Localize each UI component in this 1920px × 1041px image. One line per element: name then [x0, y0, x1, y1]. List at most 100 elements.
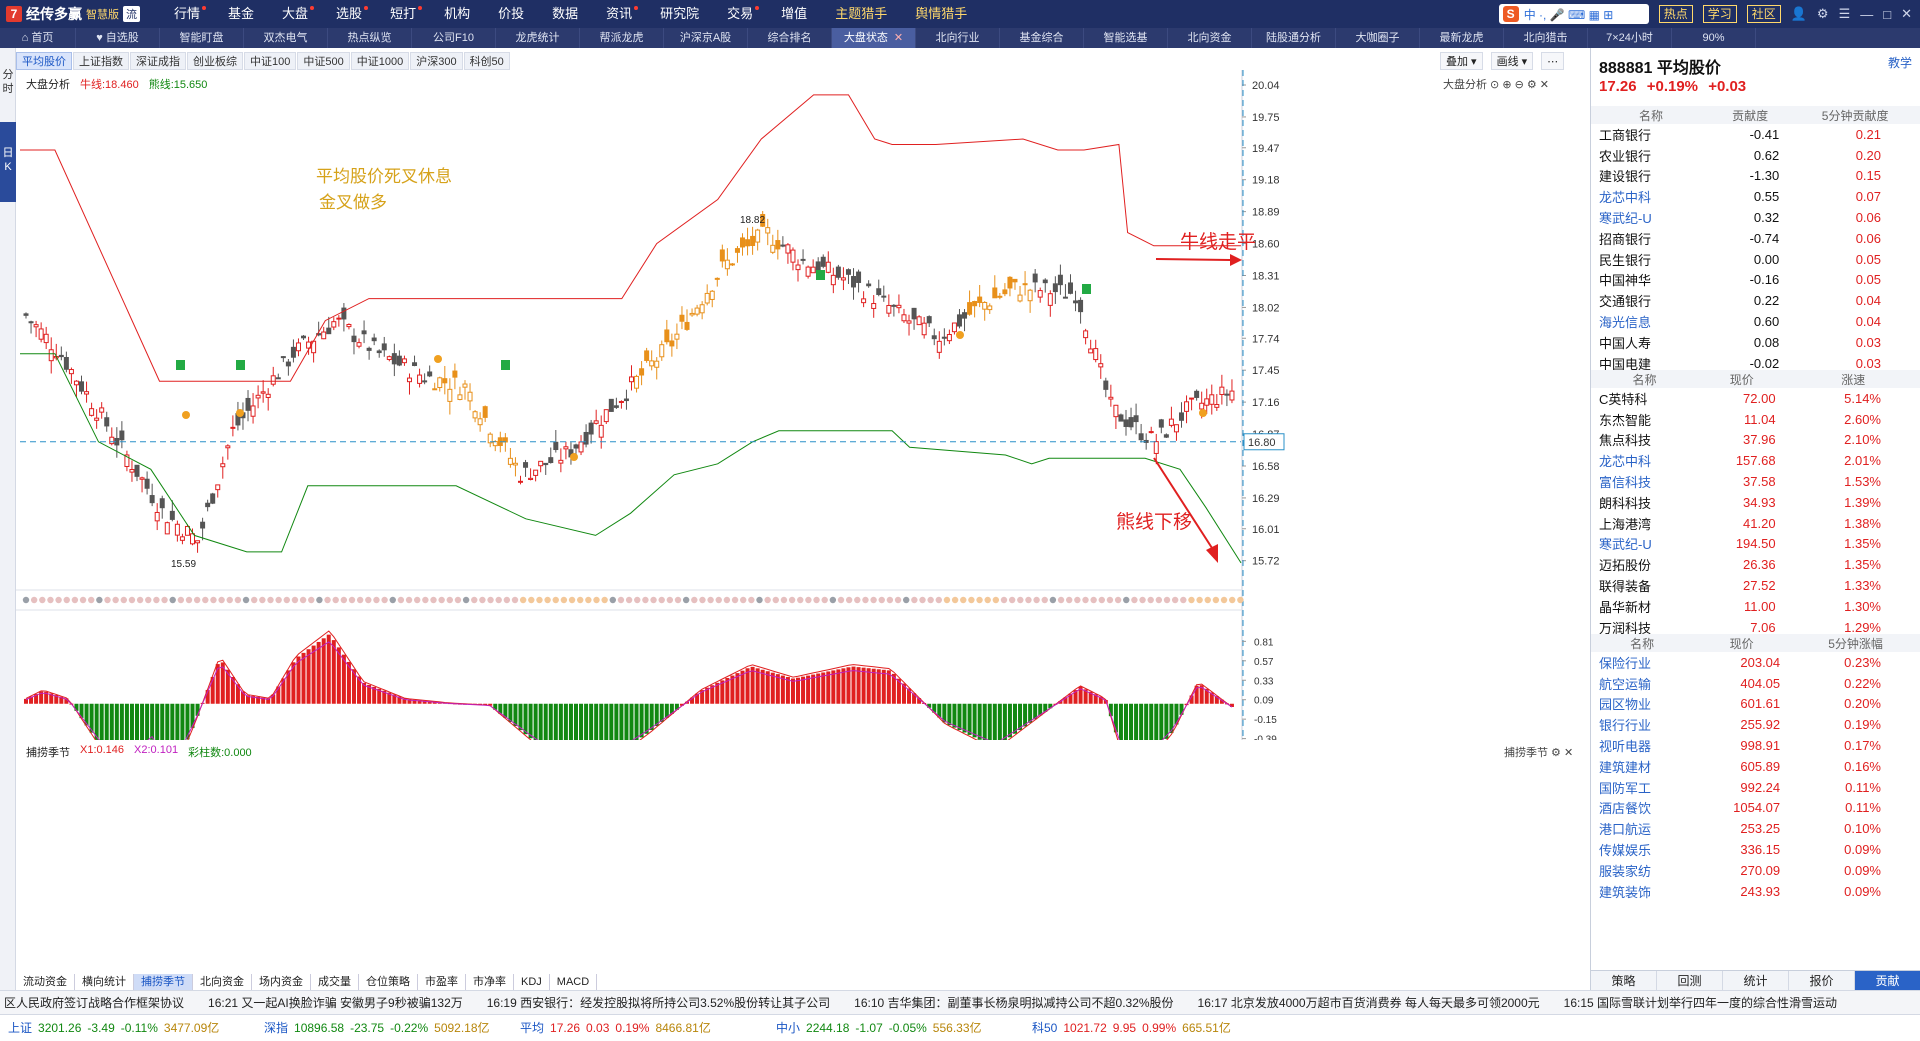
tab-7[interactable]: 帮派龙虎	[580, 28, 664, 48]
table-row[interactable]: C英特科 72.00 5.14%	[1591, 388, 1920, 409]
fenshi-button[interactable]: 分时	[2, 69, 14, 95]
column-header[interactable]: 名称	[1591, 634, 1694, 652]
menu-item-9[interactable]: 研究院	[646, 0, 713, 28]
table-row[interactable]: 工商银行 -0.41 0.21	[1591, 124, 1920, 145]
menu-item-6[interactable]: 价投	[484, 0, 538, 28]
row-name[interactable]: 朗科科技	[1599, 495, 1652, 511]
news-item[interactable]: 区人民政府签订战略合作框架协议	[4, 996, 185, 1010]
row-name[interactable]: 建设银行	[1599, 169, 1652, 185]
menu-icon[interactable]: ☰	[1838, 6, 1851, 21]
ime-toolbar[interactable]: S 中 ·, 🎤 ⌨ ▦ ⊞	[1498, 4, 1649, 24]
tab-20[interactable]: 90%	[1672, 28, 1756, 48]
column-header[interactable]: 名称	[1591, 106, 1711, 124]
minimize-icon[interactable]: —	[1860, 6, 1874, 22]
tab-16[interactable]: 大咖圈子	[1336, 28, 1420, 48]
row-name[interactable]: 中国神华	[1599, 273, 1652, 289]
table-row[interactable]: 园区物业 601.61 0.20%	[1591, 694, 1920, 715]
row-name[interactable]: 焦点科技	[1599, 433, 1652, 449]
maximize-icon[interactable]: □	[1883, 6, 1892, 22]
table-row[interactable]: 招商银行 -0.74 0.06	[1591, 228, 1920, 249]
index-button-6[interactable]: 中证1000	[350, 52, 410, 70]
row-name[interactable]: C英特科	[1599, 391, 1648, 407]
overlay-button[interactable]: 叠加 ▾	[1440, 52, 1483, 70]
table-row[interactable]: 酒店餐饮 1054.07 0.11%	[1591, 798, 1920, 819]
menu-item-4[interactable]: 短打	[376, 0, 430, 28]
table-row[interactable]: 传媒娱乐 336.15 0.09%	[1591, 839, 1920, 860]
tab-close-icon[interactable]: ✕	[893, 32, 904, 44]
column-header[interactable]: 名称	[1591, 370, 1698, 388]
table-row[interactable]: 富信科技 37.58 1.53%	[1591, 471, 1920, 492]
indicator-tab-4[interactable]: 场内资金	[252, 974, 311, 990]
more-button[interactable]: ⋯	[1541, 52, 1565, 70]
tab-18[interactable]: 北向猎击	[1504, 28, 1588, 48]
tab-2[interactable]: 智能盯盘	[160, 28, 244, 48]
table-row[interactable]: 保险行业 203.04 0.23%	[1591, 652, 1920, 673]
row-name[interactable]: 建筑装饰	[1599, 884, 1652, 900]
row-name[interactable]: 迈拓股份	[1599, 558, 1652, 574]
news-item[interactable]: 16:10 吉华集团：副董事长杨泉明拟减持公司不超0.32%股份	[854, 996, 1174, 1010]
tab-10[interactable]: 大盘状态 ✕	[832, 28, 916, 48]
column-header[interactable]: 5分钟贡献度	[1789, 106, 1920, 124]
table-row[interactable]: 联得装备 27.52 1.33%	[1591, 575, 1920, 596]
tab-9[interactable]: 综合排名	[748, 28, 832, 48]
kline-chart-area[interactable]: 20.04 19.75 19.47 19.18 18.89 18.60 18.31 18.02…	[16, 70, 1590, 740]
table-row[interactable]: 中国人寿 0.08 0.03	[1591, 332, 1920, 353]
indicator-tab-9[interactable]: KDJ	[514, 974, 550, 990]
column-header[interactable]: 5分钟涨幅	[1790, 634, 1920, 652]
table-row[interactable]: 朗科科技 34.93 1.39%	[1591, 492, 1920, 513]
row-name[interactable]: 富信科技	[1599, 475, 1652, 491]
row-name[interactable]: 万润科技	[1599, 620, 1652, 636]
panel-footer-tab-1[interactable]: 回测	[1657, 971, 1723, 990]
table-row[interactable]: 服装家纺 270.09 0.09%	[1591, 860, 1920, 881]
panel-footer-tab-3[interactable]: 报价	[1789, 971, 1855, 990]
sub-chart-controls[interactable]: 捕捞季节 ⚙ ✕	[1504, 747, 1574, 759]
menu-item-11[interactable]: 增值	[767, 0, 821, 28]
community-button[interactable]: 社区	[1746, 5, 1781, 23]
table-row[interactable]: 中国神华 -0.16 0.05	[1591, 270, 1920, 291]
row-name[interactable]: 酒店餐饮	[1599, 801, 1652, 817]
indicator-tab-7[interactable]: 市盈率	[418, 974, 466, 990]
table-row[interactable]: 民生银行 0.00 0.05	[1591, 249, 1920, 270]
indicator-tab-6[interactable]: 仓位策略	[359, 974, 418, 990]
row-name[interactable]: 服装家纺	[1599, 863, 1652, 879]
main-chart-controls[interactable]: 大盘分析 ⊙ ⊕ ⊖ ⚙ ✕	[1443, 79, 1550, 91]
row-name[interactable]: 建筑建材	[1599, 759, 1652, 775]
row-name[interactable]: 保险行业	[1599, 655, 1652, 671]
table-row[interactable]: 海光信息 0.60 0.04	[1591, 311, 1920, 332]
table-row[interactable]: 迈拓股份 26.36 1.35%	[1591, 554, 1920, 575]
index-button-2[interactable]: 深证成指	[130, 52, 186, 70]
menu-item-5[interactable]: 机构	[430, 0, 484, 28]
tab-1[interactable]: ♥ 自选股	[76, 28, 160, 48]
panel-footer-tab-4[interactable]: 贡献	[1855, 971, 1920, 990]
column-header[interactable]: 现价	[1693, 634, 1791, 652]
table-row[interactable]: 焦点科技 37.96 2.10%	[1591, 430, 1920, 451]
news-item[interactable]: 16:15 国际雪联计划举行四年一度的综合性滑雪运动	[1563, 996, 1838, 1010]
row-name[interactable]: 中国人寿	[1599, 335, 1652, 351]
index-button-5[interactable]: 中证500	[297, 52, 350, 70]
row-name[interactable]: 龙芯中科	[1599, 190, 1652, 206]
column-header[interactable]: 贡献度	[1710, 106, 1790, 124]
menu-item-13[interactable]: 舆情猎手	[901, 0, 981, 28]
row-name[interactable]: 传媒娱乐	[1599, 843, 1652, 859]
dayk-button[interactable]: 日K	[0, 122, 16, 202]
row-name[interactable]: 农业银行	[1599, 148, 1652, 164]
row-name[interactable]: 银行行业	[1599, 718, 1652, 734]
table-row[interactable]: 上海港湾 41.20 1.38%	[1591, 513, 1920, 534]
tab-4[interactable]: 热点纵览	[328, 28, 412, 48]
news-item[interactable]: 16:19 西安银行：经发控股拟将所持公司3.52%股份转让其子公司	[486, 996, 831, 1010]
flow-badge[interactable]: 流	[123, 6, 140, 22]
row-name[interactable]: 龙芯中科	[1599, 454, 1652, 470]
learn-button[interactable]: 学习	[1702, 5, 1737, 23]
table-row[interactable]: 龙芯中科 157.68 2.01%	[1591, 450, 1920, 471]
table-row[interactable]: 寒武纪-U 0.32 0.06	[1591, 207, 1920, 228]
draw-line-button[interactable]: 画线 ▾	[1490, 52, 1534, 70]
indicator-tab-2[interactable]: 捕捞季节	[134, 974, 193, 990]
table-row[interactable]: 农业银行 0.62 0.20	[1591, 145, 1920, 166]
column-header[interactable]: 现价	[1697, 370, 1786, 388]
news-item[interactable]: 16:17 北京发放4000万超市百货消费券 每人每天最多可领2000元	[1197, 996, 1540, 1010]
kline-chart[interactable]: 20.04 19.75 19.47 19.18 18.89 18.60 18.31 18.02…	[16, 70, 1590, 740]
row-name[interactable]: 招商银行	[1599, 231, 1652, 247]
index-button-8[interactable]: 科创50	[463, 52, 510, 70]
table-row[interactable]: 中国电建 -0.02 0.03	[1591, 353, 1920, 374]
menu-item-8[interactable]: 资讯	[592, 0, 646, 28]
